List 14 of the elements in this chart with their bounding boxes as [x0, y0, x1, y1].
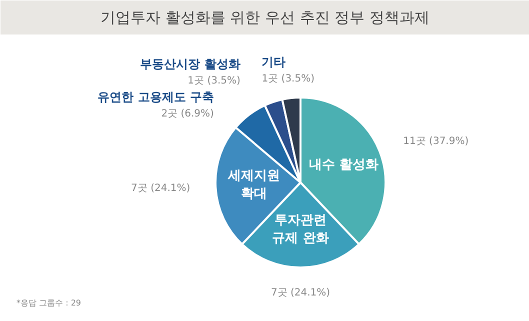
data-label: 7곳 (24.1%) — [270, 288, 330, 298]
data-label: 11곳 (37.9%) — [403, 136, 469, 148]
data-label: 1곳 (3.5%) — [188, 75, 241, 86]
slice-label: 부동산시장 활성화 — [140, 56, 240, 71]
slice-label: 내수 활성화 — [309, 158, 379, 173]
data-label: 7곳 (24.1%) — [131, 182, 190, 194]
slice-label: 기타 — [262, 55, 286, 70]
slice-label: 세제지원 확대 — [226, 168, 280, 202]
slice-label: 투자관련 규제 완화 — [272, 212, 329, 246]
data-label: 1곳 (3.5%) — [262, 74, 315, 85]
slice-label: 유연한 고용제도 구축 — [98, 90, 214, 104]
chart-title: 기업투자 활성화를 위한 우선 추진 정부 정책과제 — [100, 8, 430, 26]
text: *응답 그룹수 : 29 — [16, 298, 82, 308]
data-label: 2곳 (6.9%) — [161, 108, 214, 120]
